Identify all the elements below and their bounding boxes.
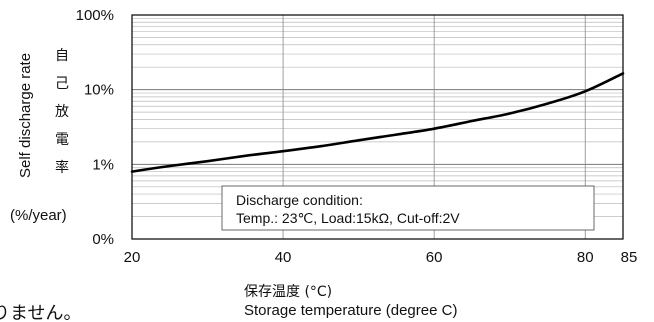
series-line xyxy=(130,72,625,173)
y-axis-label-jp-3: 電 xyxy=(55,132,69,148)
x-tick-label: 40 xyxy=(275,249,292,266)
y-tick-labels: 100% 10% 1% 0% xyxy=(76,7,114,248)
y-axis-label-jp-0: 自 xyxy=(55,48,69,64)
y-axis-label-jp-1: 己 xyxy=(55,76,69,92)
cutoff-text: りません。 xyxy=(0,303,81,322)
y-tick-label: 100% xyxy=(76,7,114,24)
y-tick-label: 1% xyxy=(92,156,114,173)
x-tick-labels: 20 40 60 80 85 xyxy=(124,249,638,266)
grid xyxy=(131,15,624,240)
legend-line-2: Temp.: 23℃, Load:15kΩ, Cut-off:2V xyxy=(236,210,460,226)
x-tick-label: 80 xyxy=(577,249,594,266)
y-axis-unit: (%/year) xyxy=(10,207,67,224)
x-axis-label-en: Storage temperature (degree C) xyxy=(244,302,457,319)
x-axis-label-jp: 保存温度 (°C) xyxy=(244,284,332,300)
legend-box xyxy=(221,185,595,231)
legend-line-1: Discharge condition: xyxy=(236,192,363,208)
x-tick-label: 60 xyxy=(426,249,443,266)
y-axis-label-jp-4: 率 xyxy=(55,159,69,176)
y-axis-label-jp-2: 放 xyxy=(55,104,69,120)
plot-frame xyxy=(131,14,624,240)
y-axis-label-en: Self discharge rate xyxy=(17,53,34,178)
y-tick-label: 0% xyxy=(92,231,114,248)
y-tick-label: 10% xyxy=(84,82,114,99)
x-tick-label: 20 xyxy=(124,249,141,266)
x-tick-label: 85 xyxy=(621,249,638,266)
